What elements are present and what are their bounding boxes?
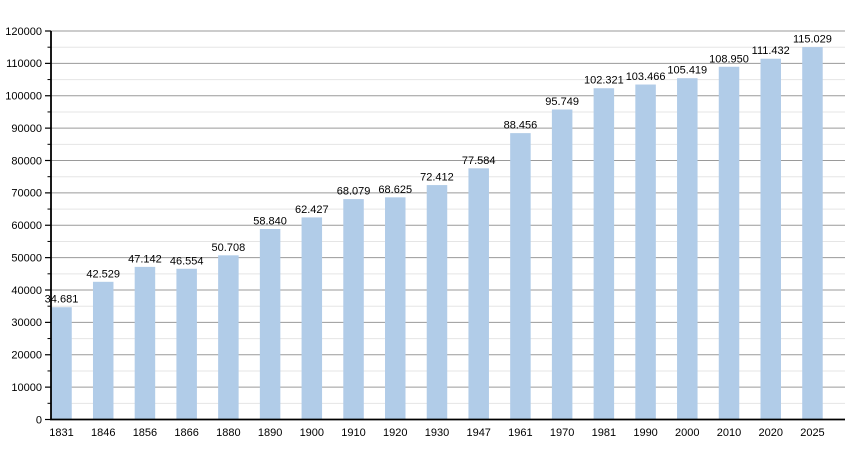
x-axis-tick-label: 1930 bbox=[425, 427, 449, 439]
x-axis-tick-label: 1910 bbox=[341, 427, 365, 439]
bar bbox=[385, 197, 406, 420]
x-axis-tick-label: 1866 bbox=[174, 427, 198, 439]
x-axis-tick-label: 1900 bbox=[300, 427, 324, 439]
x-axis-tick-label: 1890 bbox=[258, 427, 282, 439]
bar-value-label: 68.079 bbox=[337, 186, 371, 198]
bar bbox=[301, 217, 323, 420]
y-axis-tick-label: 20000 bbox=[11, 350, 42, 362]
bar-value-label: 88.456 bbox=[504, 120, 538, 132]
x-axis-tick-label: 1856 bbox=[133, 427, 157, 439]
bar bbox=[426, 185, 448, 420]
bar bbox=[760, 58, 781, 420]
bar bbox=[134, 266, 156, 420]
y-axis-tick-label: 50000 bbox=[11, 252, 42, 264]
bar-value-label: 34.681 bbox=[45, 294, 79, 306]
bar bbox=[677, 78, 698, 420]
bar bbox=[259, 229, 281, 420]
x-axis-tick-label: 1981 bbox=[592, 427, 616, 439]
bar bbox=[635, 84, 656, 420]
y-axis-tick-label: 120000 bbox=[5, 26, 42, 38]
y-axis-tick-label: 40000 bbox=[11, 285, 42, 297]
bar bbox=[218, 255, 239, 420]
bar bbox=[718, 66, 740, 420]
bar-value-label: 111.432 bbox=[752, 45, 790, 57]
bar-value-label: 103.466 bbox=[626, 71, 666, 83]
bar bbox=[510, 133, 531, 420]
y-axis-tick-label: 70000 bbox=[11, 188, 42, 200]
y-axis-tick-label: 80000 bbox=[11, 155, 42, 167]
x-axis-tick-label: 1990 bbox=[633, 427, 657, 439]
x-axis-tick-label: 2025 bbox=[800, 427, 824, 439]
x-axis-tick-label: 2010 bbox=[717, 427, 741, 439]
bar bbox=[343, 199, 364, 420]
bar bbox=[802, 47, 823, 420]
bar-value-label: 105.419 bbox=[667, 65, 707, 77]
bar-value-label: 102.321 bbox=[584, 75, 624, 87]
y-axis-tick-label: 0 bbox=[36, 414, 42, 426]
bar bbox=[176, 268, 197, 420]
y-axis-tick-label: 110000 bbox=[6, 58, 42, 70]
y-axis-tick-label: 10000 bbox=[11, 382, 42, 394]
x-axis-tick-label: 1970 bbox=[550, 427, 574, 439]
bar bbox=[551, 109, 573, 420]
x-axis-tick-label: 1947 bbox=[466, 427, 490, 439]
bar-value-label: 72.412 bbox=[420, 172, 454, 184]
bar-value-label: 62.427 bbox=[295, 204, 329, 216]
x-axis-tick-label: 1920 bbox=[383, 427, 407, 439]
bar-value-label: 50.708 bbox=[212, 242, 246, 254]
bar-value-label: 58.840 bbox=[253, 216, 287, 228]
bar-value-label: 68.625 bbox=[378, 184, 412, 196]
y-axis-tick-label: 100000 bbox=[5, 91, 42, 103]
bar bbox=[593, 88, 615, 420]
bar-value-label: 46.554 bbox=[170, 255, 204, 267]
bar bbox=[468, 168, 489, 420]
bar bbox=[92, 281, 114, 420]
bar-value-label: 77.584 bbox=[462, 155, 496, 167]
bar bbox=[51, 307, 72, 420]
x-axis-tick-label: 2020 bbox=[758, 427, 782, 439]
x-axis-tick-label: 2000 bbox=[675, 427, 699, 439]
bar-value-label: 42.529 bbox=[86, 268, 120, 280]
x-axis-tick-label: 1880 bbox=[216, 427, 240, 439]
y-axis-tick-label: 30000 bbox=[11, 317, 42, 329]
x-axis-tick-label: 1831 bbox=[49, 427, 73, 439]
x-axis-tick-label: 1961 bbox=[508, 427, 532, 439]
bar-value-label: 108.950 bbox=[709, 53, 749, 65]
bar-value-label: 95.749 bbox=[545, 96, 579, 108]
x-axis-tick-label: 1846 bbox=[91, 427, 115, 439]
bar-value-label: 47.142 bbox=[128, 253, 162, 265]
bar-value-label: 115.029 bbox=[793, 34, 832, 46]
y-axis-tick-label: 90000 bbox=[11, 123, 42, 135]
y-axis-tick-label: 60000 bbox=[11, 220, 42, 232]
